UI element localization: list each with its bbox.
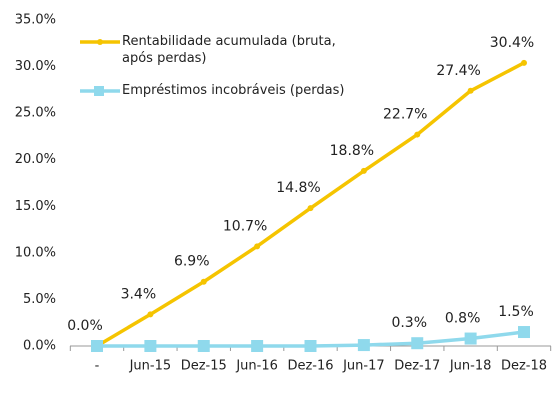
marker	[521, 59, 527, 66]
marker	[414, 131, 421, 138]
x-tick-label: Jun-16	[235, 359, 278, 374]
marker	[467, 87, 474, 94]
marker	[304, 340, 317, 352]
data-label: 14.8%	[276, 180, 320, 196]
legend-label: Empréstimos incobráveis (perdas)	[122, 83, 345, 98]
marker	[197, 340, 210, 352]
marker	[307, 205, 314, 212]
x-tick-label: Jun-18	[449, 359, 492, 374]
legend-label: Rentabilidade acumulada (bruta, após per…	[122, 34, 336, 66]
legend-marker	[97, 39, 103, 45]
y-tick-label: 15.0%	[15, 199, 56, 214]
marker	[147, 311, 154, 318]
series-line	[96, 61, 525, 348]
marker	[144, 340, 157, 352]
y-tick-label: 0.0%	[23, 339, 56, 354]
marker	[91, 340, 103, 352]
y-tick-label: 10.0%	[15, 245, 56, 260]
legend-marker	[94, 86, 104, 96]
data-label: 3.4%	[121, 286, 157, 302]
marker	[411, 337, 424, 350]
data-label: 0.8%	[445, 311, 481, 327]
marker	[254, 243, 261, 250]
x-tick-label: Dez-18	[501, 359, 547, 374]
x-tick-label: Dez-15	[181, 359, 227, 374]
x-tick-label: Jun-15	[129, 359, 172, 374]
y-tick-label: 5.0%	[23, 292, 56, 307]
y-tick-label: 25.0%	[15, 106, 56, 121]
x-tick-label: Dez-17	[394, 359, 440, 374]
data-label: 30.4%	[490, 35, 534, 51]
marker	[200, 278, 207, 285]
y-tick-label: 30.0%	[15, 59, 56, 74]
x-tick-label: Jun-17	[342, 359, 385, 374]
marker	[251, 340, 264, 352]
data-label: 0.0%	[67, 318, 103, 334]
data-label: 0.3%	[391, 315, 427, 331]
x-tick-label: Dez-16	[287, 359, 333, 374]
x-tick-label: -	[95, 359, 100, 374]
data-label: 6.9%	[174, 254, 210, 270]
y-tick-label: 20.0%	[15, 152, 56, 167]
data-label: 1.5%	[498, 304, 534, 320]
data-label: 18.8%	[330, 143, 374, 159]
data-label: 10.7%	[223, 218, 267, 234]
marker	[518, 326, 530, 339]
marker	[357, 339, 370, 352]
data-label: 27.4%	[436, 63, 480, 79]
y-tick-label: 35.0%	[15, 13, 56, 28]
data-label: 22.7%	[383, 107, 427, 123]
marker	[464, 332, 477, 345]
marker	[360, 167, 367, 174]
